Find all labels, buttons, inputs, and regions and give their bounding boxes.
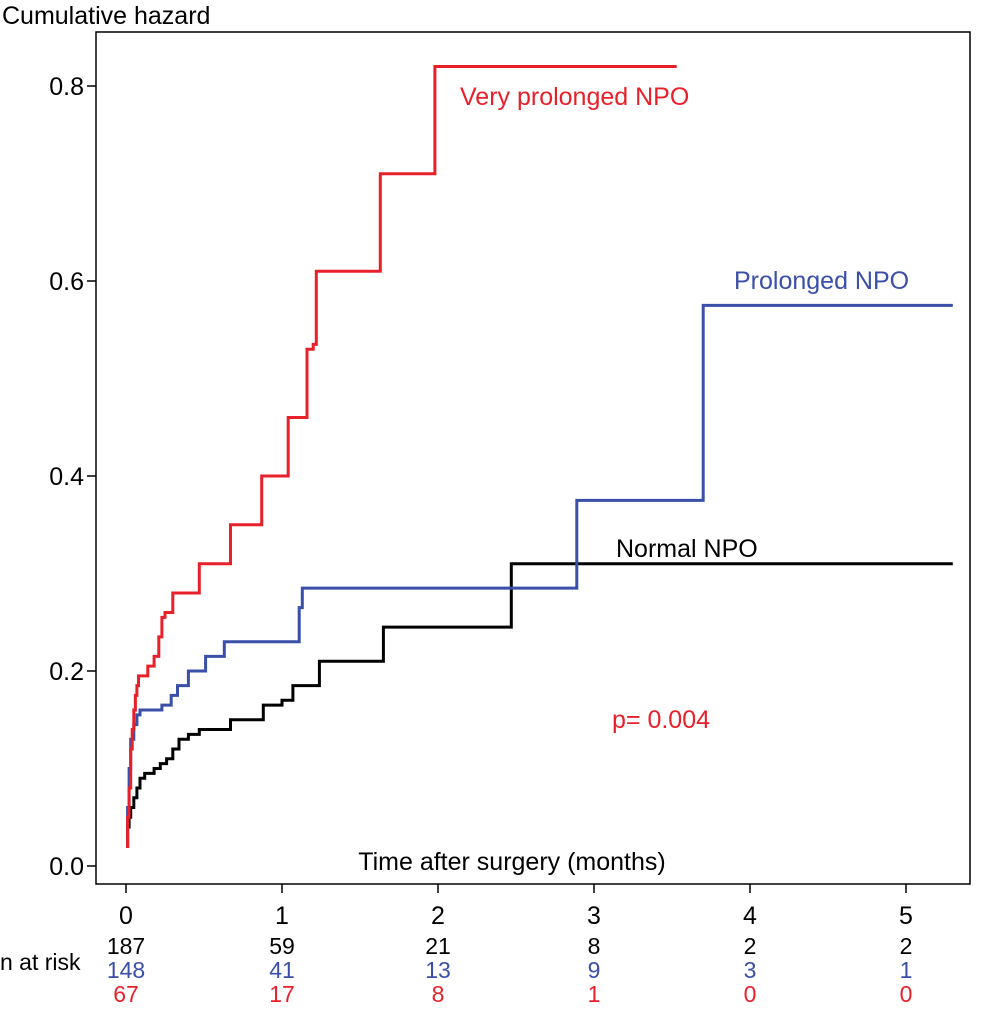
y-tick-label: 0.0	[49, 853, 84, 881]
risk-table-value: 148	[107, 957, 145, 983]
risk-table-value: 187	[107, 933, 145, 959]
risk-table-value: 8	[588, 933, 601, 959]
risk-table-value: 9	[588, 957, 601, 983]
x-axis: 0 1 2 3 4 5	[119, 884, 913, 930]
risk-table-value: 2	[744, 933, 757, 959]
series-label-prolonged-npo: Prolonged NPO	[734, 267, 909, 295]
y-tick-label: 0.6	[49, 268, 84, 296]
risk-table-value: 17	[269, 981, 295, 1007]
x-tick-label: 3	[587, 902, 601, 930]
x-tick-label: 0	[119, 902, 133, 930]
risk-table-value: 13	[425, 957, 451, 983]
hazard-curves	[126, 65, 953, 848]
risk-table-value: 8	[432, 981, 445, 1007]
y-axis: 0.0 0.2 0.4 0.6 0.8	[49, 73, 96, 881]
series-label-normal-npo: Normal NPO	[616, 535, 758, 563]
x-axis-label: Time after surgery (months)	[358, 848, 665, 876]
risk-table-value: 41	[269, 957, 295, 983]
risk-table-value: 59	[269, 933, 295, 959]
series-label-very-prolonged-npo: Very prolonged NPO	[460, 83, 689, 111]
risk-table-label: n at risk	[0, 949, 81, 975]
risk-table-value: 2	[900, 933, 913, 959]
risk-table-value: 21	[425, 933, 451, 959]
series-labels: Normal NPO Prolonged NPO Very prolonged NP…	[460, 83, 909, 563]
x-tick-label: 4	[743, 902, 757, 930]
y-tick-label: 0.4	[49, 463, 84, 491]
x-tick-label: 1	[275, 902, 289, 930]
plot-frame	[95, 31, 971, 885]
x-tick-label: 2	[431, 902, 445, 930]
p-value-annotation: p= 0.004	[612, 706, 710, 734]
y-tick-label: 0.8	[49, 73, 84, 101]
y-axis-label: Cumulative hazard	[2, 2, 210, 30]
series-line-normal-npo	[126, 562, 953, 848]
risk-table-value: 3	[744, 957, 757, 983]
x-tick-label: 5	[899, 902, 913, 930]
risk-table-value: 1	[588, 981, 601, 1007]
risk-table-value: 1	[900, 957, 913, 983]
series-line-very-prolonged-npo	[126, 65, 677, 848]
risk-table-value: 0	[900, 981, 913, 1007]
y-tick-label: 0.2	[49, 658, 84, 686]
risk-table-value: 67	[113, 981, 139, 1007]
risk-table-value: 0	[744, 981, 757, 1007]
